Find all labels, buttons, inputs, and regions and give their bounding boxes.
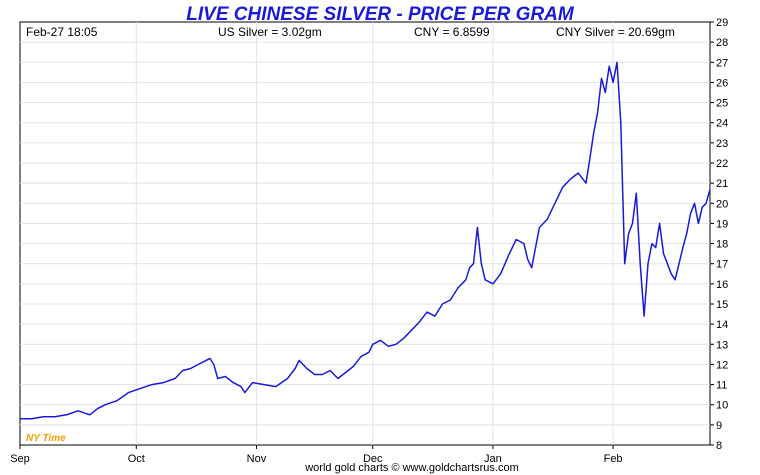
- y-tick-label: 29: [716, 17, 728, 29]
- x-tick-label: Feb: [604, 453, 623, 465]
- y-tick-label: 18: [716, 239, 728, 251]
- timezone-label: NY Time: [26, 433, 66, 444]
- header-cny-rate: CNY = 6.8599: [414, 25, 490, 39]
- y-tick-label: 10: [716, 400, 728, 412]
- y-tick-label: 12: [716, 359, 728, 371]
- y-tick-label: 15: [716, 299, 728, 311]
- y-tick-label: 27: [716, 57, 728, 69]
- y-tick-label: 8: [716, 440, 722, 452]
- y-axis: 8 9 10 11 12 13 14 15 16 17 18 19 20 21 22 23 24 25 26 27 28…: [710, 17, 728, 452]
- y-tick-label: 14: [716, 319, 728, 331]
- y-tick-label: 24: [716, 118, 728, 130]
- y-tick-label: 11: [716, 380, 727, 392]
- x-tick-label: Jan: [484, 453, 502, 465]
- y-tick-label: 9: [716, 420, 722, 432]
- plot-area: [19, 21, 711, 446]
- x-tick-label: Sep: [10, 453, 30, 465]
- chart-title: LIVE CHINESE SILVER - PRICE PER GRAM: [186, 4, 575, 25]
- y-tick-label: 21: [716, 178, 728, 190]
- x-tick-label: Dec: [363, 453, 383, 465]
- y-tick-label: 13: [716, 339, 728, 351]
- header-cny-silver: CNY Silver = 20.69gm: [556, 25, 675, 39]
- y-tick-label: 16: [716, 279, 728, 291]
- y-tick-label: 23: [716, 138, 728, 150]
- y-tick-label: 19: [716, 218, 728, 230]
- y-tick-label: 17: [716, 259, 728, 271]
- header-timestamp: Feb-27 18:05: [26, 25, 98, 39]
- y-tick-label: 28: [716, 37, 728, 49]
- price-line: [20, 61, 711, 420]
- y-tick-label: 25: [716, 98, 728, 110]
- y-tick-label: 20: [716, 198, 728, 210]
- x-tick-label: Oct: [128, 453, 145, 465]
- x-axis: Sep Oct Nov Dec Jan Feb: [10, 445, 623, 465]
- y-tick-label: 26: [716, 77, 728, 89]
- x-tick-label: Nov: [247, 453, 267, 465]
- credit-text: world gold charts © www.goldchartsrus.co…: [304, 462, 519, 474]
- header-us-silver: US Silver = 3.02gm: [218, 25, 322, 39]
- y-tick-label: 22: [716, 158, 728, 170]
